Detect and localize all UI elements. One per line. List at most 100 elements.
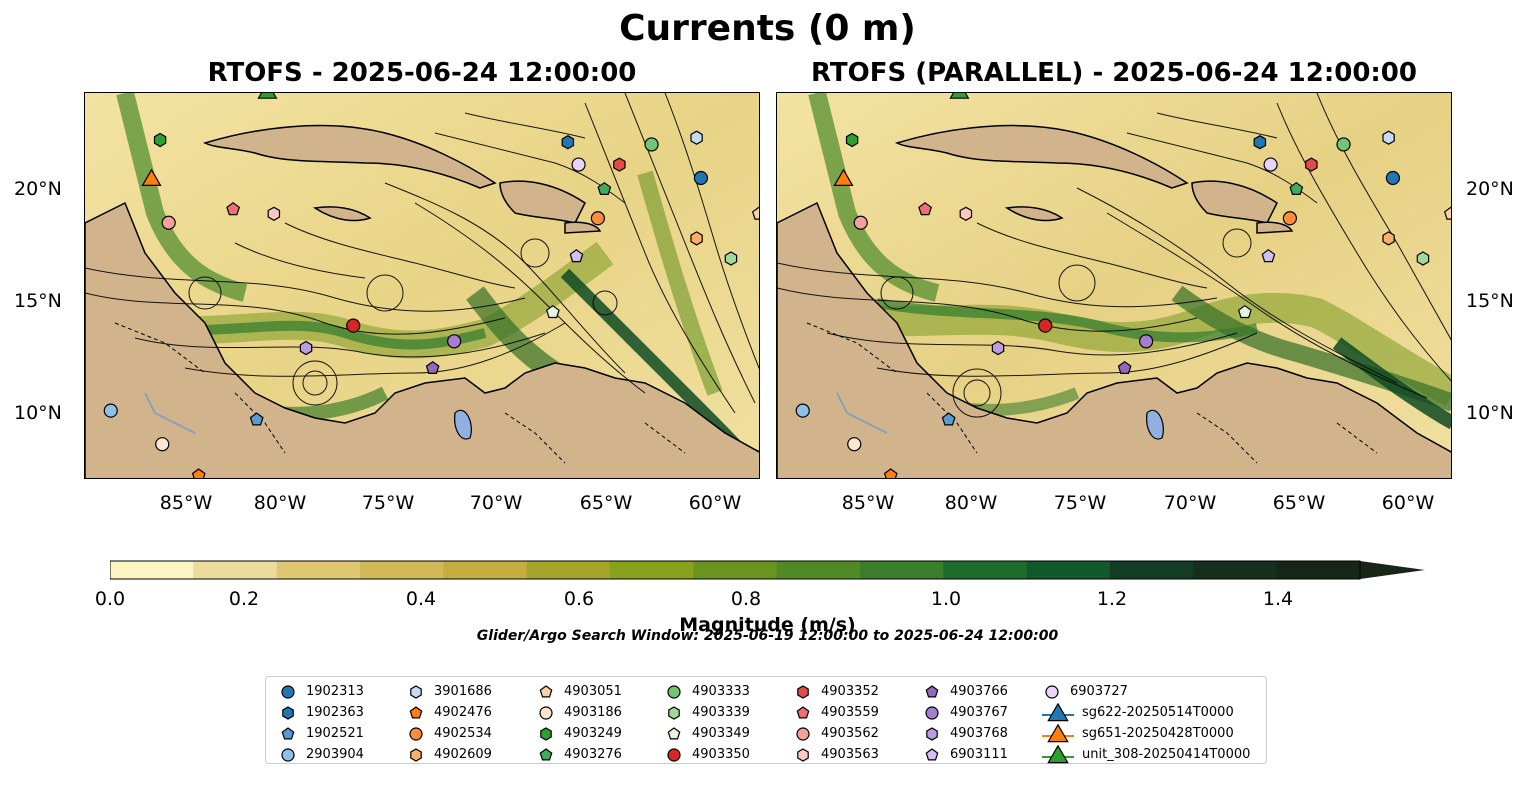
legend-item: 4903186 [536,702,622,723]
float-marker-4903767 [1139,334,1154,349]
float-marker-4903559 [226,202,241,216]
legend-circle-icon [1045,684,1059,699]
lon-label-70w: 70°W [469,492,523,514]
map-canvas-rtofs-parallel [777,93,1451,478]
colorbar [110,560,1425,580]
lat-label-left-10n: 10°N [14,402,62,424]
legend-circle-icon [281,747,295,762]
colorbar-label: Magnitude (m/s) [679,614,856,636]
legend-item: 4903352 [793,681,879,702]
float-marker-4903350 [1038,318,1053,333]
landmasses [777,124,1451,478]
float-marker-4903349 [545,304,560,319]
legend-hexagon-icon [926,726,938,741]
legend-circle-icon [925,705,939,720]
legend-item-label: 4903249 [564,726,622,741]
legend-item: 4902476 [406,702,492,723]
legend-item-label: sg651-20250428T0000 [1082,726,1234,741]
float-marker-4903249 [153,132,167,148]
legend-item: sg651-20250428T0000 [1042,723,1250,744]
legend-item-label: 4902609 [434,747,492,762]
float-marker-1902313 [1385,170,1401,186]
float-marker-4903339 [724,251,738,266]
float-marker-unit_308-20250414T0000 [257,93,278,99]
lon-label-60w: 60°W [1381,492,1435,514]
colorbar-segment [610,561,694,579]
float-marker-4903768 [299,340,313,356]
float-marker-6903727 [571,157,586,172]
float-marker-4903352 [1305,157,1318,172]
legend-pentagon-icon [925,684,939,697]
panel-title-rtofs-parallel: RTOFS (PARALLEL) - 2025-06-24 12:00:00 [811,58,1417,88]
legend: 1902313 1902363 1902521 2903904 3901686 4902… [265,676,1267,764]
float-marker-4903562 [161,215,176,230]
float-marker-1902313 [693,170,709,186]
colorbar-tick: 0.8 [730,588,762,610]
lon-label-80w: 80°W [253,492,307,514]
float-marker-4903349 [1237,304,1252,319]
legend-item-label: 4903339 [692,705,750,720]
colorbar-segment [360,561,444,579]
legend-column: 1902313 1902363 1902521 2903904 [278,681,364,765]
legend-pentagon-icon [539,747,553,760]
legend-item: 4903276 [536,744,622,765]
float-markers-rtofs-parallel [795,93,1451,478]
float-marker-3901686 [1382,130,1395,145]
lon-label-65w: 65°W [579,492,633,514]
legend-item-label: 2903904 [306,747,364,762]
legend-item: 1902363 [278,702,364,723]
lon-label-85w: 85°W [159,492,213,514]
legend-item: 4902609 [406,744,492,765]
legend-item-label: 3901686 [434,684,492,699]
legend-hexagon-icon [540,726,552,741]
legend-item: 1902313 [278,681,364,702]
float-marker-4903333 [1336,137,1351,152]
legend-item: 4903349 [664,723,750,744]
colorbar-extend-arrow [1360,561,1425,579]
river [144,392,196,434]
colorbar-tick: 1.0 [930,588,962,610]
legend-column: 4903333 4903339 4903349 4903350 [664,681,750,765]
float-marker-1902521 [941,412,956,426]
float-marker-6903111 [1261,249,1276,263]
streamlines [777,93,1451,418]
float-marker-4903276 [597,181,612,196]
float-marker-4903051 [751,206,759,220]
legend-item: 3901686 [406,681,492,702]
legend-item-label: 4903559 [821,705,879,720]
legend-hexagon-icon [410,684,422,699]
float-marker-4902534 [1282,211,1298,226]
legend-hexagon-icon [410,747,422,762]
legend-item-label: 1902363 [306,705,364,720]
float-marker-4903333 [644,137,659,152]
lat-label-right-10n: 10°N [1466,402,1514,424]
colorbar-segment [276,561,361,579]
legend-item-label: 6903727 [1070,684,1128,699]
coastline-borders [806,322,1378,464]
legend-item-label: 4903051 [564,684,622,699]
panel-title-rtofs: RTOFS - 2025-06-24 12:00:00 [207,58,637,88]
legend-item-label: 4903766 [950,684,1008,699]
legend-item-label: 4903333 [692,684,750,699]
legend-item-label: 4903350 [692,747,750,762]
landmasses [85,124,759,478]
float-marker-sg651-20250428T0000 [141,168,162,187]
colorbar-tick: 0.6 [563,588,595,610]
lat-label-right-15n: 15°N [1466,290,1514,312]
legend-item-label: unit_308-20250414T0000 [1082,747,1251,762]
float-marker-sg651-20250428T0000 [833,168,854,187]
float-marker-4903339 [1416,251,1430,266]
legend-pentagon-icon [409,705,423,718]
legend-item-label: 6903111 [950,747,1008,762]
float-markers-rtofs [103,93,759,478]
lake-maracaibo [454,409,472,440]
legend-triangle-icon [1042,723,1074,742]
map-canvas-rtofs [85,93,759,478]
streamlines [85,93,759,414]
float-marker-4903766 [1117,360,1132,374]
legend-item: 6903111 [922,744,1008,765]
legend-circle-icon [667,684,681,699]
float-marker-6903111 [569,249,584,263]
legend-hexagon-icon [282,705,294,720]
lon-label-70w: 70°W [1163,492,1217,514]
